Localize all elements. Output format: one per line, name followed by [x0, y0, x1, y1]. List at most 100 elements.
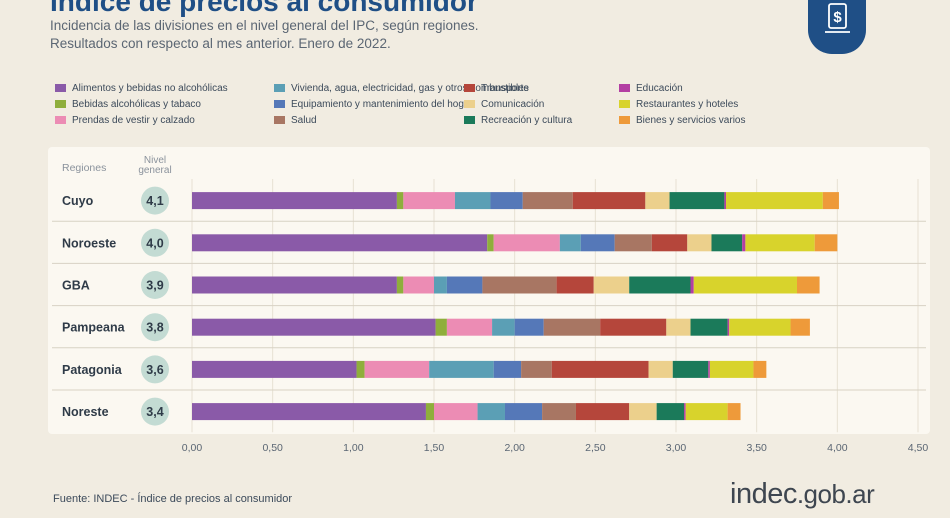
bar-segment: [493, 234, 560, 252]
legend-swatch: [464, 100, 475, 108]
bar-segment: [742, 234, 746, 252]
bar-segment: [192, 318, 436, 336]
legend-label: Equipamiento y mantenimiento del hogar: [291, 98, 473, 110]
bar-segment: [396, 276, 404, 294]
legend-label: Comunicación: [481, 98, 545, 110]
legend-label: Salud: [291, 114, 317, 126]
legend-label: Bienes y servicios varios: [636, 114, 746, 126]
bar-segment: [429, 360, 494, 378]
subtitle-line-2: Resultados con respecto al mes anterior.…: [50, 36, 391, 51]
dollar-document-icon: $: [825, 3, 850, 33]
bar-segment: [600, 318, 667, 336]
legend-swatch: [274, 116, 285, 124]
total-value: 4,1: [146, 194, 163, 208]
bar-segment: [745, 234, 815, 252]
region-label: Noroeste: [62, 236, 116, 250]
x-tick-label: 1,50: [424, 442, 445, 454]
legend-item: Prendas de vestir y calzado: [55, 112, 274, 128]
total-badge: [141, 397, 169, 426]
bar-segment: [575, 403, 630, 421]
legend-label: Transporte: [481, 82, 529, 94]
x-tick-label: 0,50: [262, 442, 283, 454]
bar-segment: [648, 360, 673, 378]
bar-segment: [192, 276, 397, 294]
bar-segment: [729, 318, 791, 336]
legend-item: Restaurantes y hoteles: [619, 96, 919, 112]
bar-segment: [684, 403, 686, 421]
legend-item: Bienes y servicios varios: [619, 112, 919, 128]
bar-segment: [403, 276, 434, 294]
chart-panel: Regiones Nivel general Cuyo 4,1 Noroeste 4,0 GB…: [48, 147, 930, 434]
bar-segment: [656, 403, 685, 421]
legend-swatch: [464, 116, 475, 124]
bar-segment: [477, 403, 505, 421]
bar-segment: [687, 234, 712, 252]
bar-segment: [727, 318, 730, 336]
bar-segment: [356, 360, 365, 378]
legend-item: Equipamiento y mantenimiento del hogar: [274, 96, 473, 112]
total-badge: [141, 186, 169, 215]
bar-segment: [493, 360, 522, 378]
bar-segment: [690, 276, 694, 294]
bar-segment: [192, 192, 397, 210]
total-badge: [141, 271, 169, 299]
bar-segment: [727, 403, 741, 421]
bar-segment: [192, 234, 488, 252]
legend-item: Comunicación: [464, 96, 619, 112]
bar-segment: [425, 403, 434, 421]
legend-swatch: [619, 116, 630, 124]
legend-item: Recreación y cultura: [464, 112, 619, 128]
bar-segment: [403, 192, 455, 210]
bar-segment: [490, 192, 523, 210]
legend-label: Educación: [636, 82, 683, 94]
legend-label: Restaurantes y hoteles: [636, 98, 739, 110]
logo-badge: $: [808, 0, 866, 54]
bar-segment: [580, 234, 615, 252]
bar-segment: [521, 360, 552, 378]
legend-swatch: [619, 84, 630, 92]
legend-label: Prendas de vestir y calzado: [72, 114, 195, 126]
region-label: Cuyo: [62, 194, 94, 208]
total-value: 3,9: [146, 279, 163, 293]
bar-segment: [614, 234, 652, 252]
bar-segment: [559, 234, 581, 252]
region-label: Patagonia: [62, 363, 123, 377]
total-value: 3,4: [146, 405, 163, 419]
bar-segment: [434, 276, 447, 294]
bar-segment: [666, 318, 691, 336]
legend-label: Recreación y cultura: [481, 114, 573, 126]
legend-swatch: [55, 116, 66, 124]
legend-item: Transporte: [464, 80, 619, 96]
x-tick-label: 3,50: [746, 442, 767, 454]
bar-segment: [711, 234, 743, 252]
bar-segment: [708, 360, 710, 378]
bar-segment: [814, 234, 838, 252]
bar-segment: [522, 192, 573, 210]
brand-logo: indec.gob.ar: [730, 478, 875, 511]
x-tick-label: 4,00: [827, 442, 848, 454]
bar-segment: [724, 192, 727, 210]
legend-label: Bebidas alcohólicas y tabaco: [72, 98, 201, 110]
total-badge: [141, 355, 169, 384]
x-tick-label: 1,00: [343, 442, 364, 454]
bar-segment: [797, 276, 820, 294]
legend-swatch: [55, 84, 66, 92]
total-badge: [141, 313, 169, 342]
bar-segment: [629, 403, 657, 421]
bar-segment: [454, 192, 491, 210]
x-tick-label: 4,50: [908, 442, 929, 454]
brand-suffix: .gob.ar: [796, 479, 875, 509]
bar-segment: [364, 360, 430, 378]
bar-segment: [492, 318, 515, 336]
total-value: 3,8: [146, 321, 163, 335]
chart-legend: Alimentos y bebidas no alcohólicas Vivien…: [55, 80, 935, 128]
legend-item: Salud: [274, 112, 464, 128]
region-label: Pampeana: [62, 321, 126, 335]
legend-swatch: [55, 100, 66, 108]
source-note: Fuente: INDEC - Índice de precios al con…: [53, 493, 293, 505]
brand-main: indec: [730, 478, 797, 510]
bar-segment: [543, 318, 601, 336]
bar-segment: [556, 276, 594, 294]
bar-segment: [672, 360, 709, 378]
